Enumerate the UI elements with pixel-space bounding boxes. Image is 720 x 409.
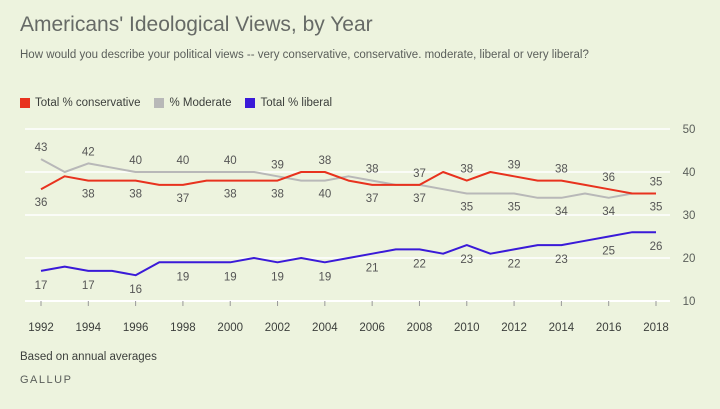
data-label-moderate: 42	[82, 146, 95, 158]
x-tick-label: 2006	[359, 322, 385, 334]
footnote: Based on annual averages	[20, 351, 157, 363]
data-label-liberal: 25	[602, 246, 615, 258]
series-line-conservative	[40, 171, 656, 195]
chart-title: Americans' Ideological Views, by Year	[20, 13, 373, 36]
brand-logo: GALLUP	[20, 374, 73, 386]
series-line-moderate	[40, 158, 656, 199]
data-label-moderate: 38	[366, 164, 379, 176]
chart-subtitle: How would you describe your political vi…	[20, 49, 589, 61]
data-label-liberal: 26	[650, 241, 663, 253]
x-tick-label: 2014	[549, 322, 575, 334]
data-label-liberal: 19	[271, 271, 284, 283]
data-label-moderate: 40	[318, 189, 331, 201]
data-label-liberal: 22	[508, 258, 521, 270]
y-tick-label: 50	[683, 124, 696, 136]
data-label-moderate: 40	[129, 155, 142, 167]
data-label-conservative: 38	[271, 189, 284, 201]
data-label-moderate: 39	[271, 159, 284, 171]
legend-label-conservative: Total % conservative	[35, 97, 141, 109]
legend-item-conservative: Total % conservative	[20, 97, 140, 109]
data-label-liberal: 19	[177, 271, 190, 283]
data-label-moderate: 34	[555, 206, 568, 218]
data-label-liberal: 17	[35, 280, 48, 292]
data-label-conservative: 38	[82, 189, 95, 201]
data-label-moderate: 34	[602, 206, 615, 218]
y-tick-label: 30	[683, 210, 696, 222]
x-tick-label: 2010	[454, 322, 480, 334]
x-tick-label: 2018	[643, 322, 669, 334]
x-tick-label: 2004	[312, 322, 338, 334]
x-tick-label: 2008	[407, 322, 433, 334]
legend-item-liberal: Total % liberal	[245, 97, 332, 109]
data-label-conservative: 36	[602, 172, 615, 184]
x-tick-label: 2002	[265, 322, 291, 334]
data-label-moderate: 37	[413, 168, 426, 180]
data-label-conservative: 39	[508, 159, 521, 171]
legend-label-liberal: Total % liberal	[260, 97, 333, 109]
x-tick-label: 1996	[123, 322, 149, 334]
data-label-conservative: 38	[460, 164, 473, 176]
data-label-conservative: 37	[177, 193, 190, 205]
data-label-conservative: 35	[650, 202, 663, 214]
data-label-conservative: 38	[555, 164, 568, 176]
legend-swatch-conservative	[20, 98, 30, 108]
data-label-moderate: 35	[508, 202, 521, 214]
legend: Total % conservative % Moderate Total % …	[20, 97, 332, 109]
data-label-liberal: 19	[318, 271, 331, 283]
data-label-moderate: 35	[460, 202, 473, 214]
data-label-liberal: 22	[413, 258, 426, 270]
x-tick-label: 2012	[501, 322, 527, 334]
legend-label-moderate: % Moderate	[169, 97, 232, 109]
legend-item-moderate: % Moderate	[154, 97, 231, 109]
data-label-conservative: 37	[366, 193, 379, 205]
y-tick-label: 10	[683, 296, 696, 308]
data-label-liberal: 19	[224, 271, 237, 283]
data-label-conservative: 38	[318, 155, 331, 167]
data-label-moderate: 40	[177, 155, 190, 167]
data-label-moderate: 40	[224, 155, 237, 167]
data-label-conservative: 38	[129, 189, 142, 201]
data-label-liberal: 23	[460, 254, 473, 266]
x-tick-label: 1998	[170, 322, 196, 334]
data-label-moderate: 43	[35, 142, 48, 154]
data-label-liberal: 21	[366, 263, 379, 275]
y-tick-label: 40	[683, 167, 696, 179]
y-tick-label: 20	[683, 253, 696, 265]
x-tick-label: 1994	[76, 322, 102, 334]
data-label-liberal: 16	[129, 284, 142, 296]
data-label-moderate: 35	[650, 177, 663, 189]
x-tick-label: 2000	[217, 322, 243, 334]
legend-swatch-moderate	[154, 98, 165, 108]
x-tick-label: 1992	[28, 322, 54, 334]
x-tick-label: 2016	[596, 322, 622, 334]
data-label-liberal: 23	[555, 254, 568, 266]
data-label-liberal: 17	[82, 280, 95, 292]
data-label-conservative: 37	[413, 193, 426, 205]
data-label-conservative: 38	[224, 189, 237, 201]
series-line-liberal	[40, 231, 656, 277]
legend-swatch-liberal	[245, 98, 256, 108]
data-label-conservative: 36	[35, 197, 48, 209]
